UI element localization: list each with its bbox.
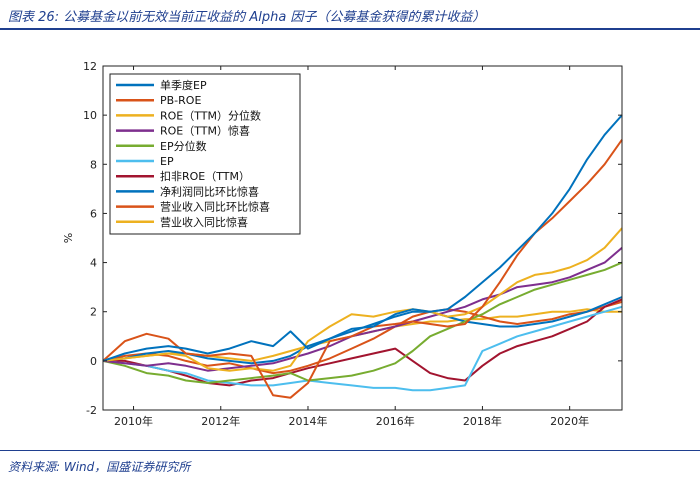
figure-source: 资料来源: Wind，国盛证券研究所: [8, 460, 191, 474]
legend-label: ROE（TTM）惊喜: [160, 124, 250, 138]
series-line: [102, 305, 623, 392]
y-tick-label: 10: [83, 109, 97, 122]
title-rule: [0, 28, 700, 30]
x-tick-label: 2014年: [288, 414, 327, 428]
x-tick-label: 2020年: [550, 414, 589, 428]
x-tick-label: 2010年: [114, 414, 153, 428]
y-tick-label: -2: [86, 404, 97, 417]
legend-label: 营业收入同比环比惊喜: [160, 200, 270, 214]
plot-frame: [102, 65, 623, 411]
y-tick-label: 12: [83, 60, 97, 73]
x-tick-label: 2016年: [376, 414, 415, 428]
series-layer: [102, 114, 623, 399]
x-tick-label: 2018年: [463, 414, 502, 428]
series-line: [102, 296, 623, 365]
x-tick-label: 2012年: [201, 414, 240, 428]
tick-layer: -2 0 2 4 6 8 10 12 2010年 2012年 2014年 2016年 2018年 2020…: [83, 60, 622, 428]
legend-label: ROE（TTM）分位数: [160, 108, 261, 122]
series-line: [102, 261, 623, 384]
figure-title: 图表 26: 公募基金以前无效当前正收益的 Alpha 因子（公募基金获得的累计…: [8, 10, 486, 25]
source-rule: [0, 450, 700, 451]
y-tick-label: 8: [90, 158, 97, 171]
series-line: [102, 227, 623, 372]
y-axis-label: %: [62, 233, 75, 243]
series-line: [102, 139, 623, 399]
series-line: [102, 300, 623, 375]
y-tick-label: 0: [90, 355, 97, 368]
series-line: [102, 114, 623, 362]
series-line: [102, 247, 623, 372]
legend-label: 单季度EP: [160, 78, 207, 92]
legend-label: EP分位数: [160, 139, 207, 153]
legend-label: 营业收入同比惊喜: [160, 215, 248, 229]
series-line: [103, 298, 623, 387]
legend-label: PB-ROE: [160, 94, 201, 107]
y-tick-label: 6: [90, 207, 97, 220]
legend-label: EP: [160, 155, 174, 168]
legend-label: 净利润同比环比惊喜: [160, 184, 259, 198]
y-tick-label: 2: [90, 306, 97, 319]
y-tick-label: 4: [90, 257, 97, 270]
legend-label: 扣非ROE（TTM）: [160, 169, 250, 183]
